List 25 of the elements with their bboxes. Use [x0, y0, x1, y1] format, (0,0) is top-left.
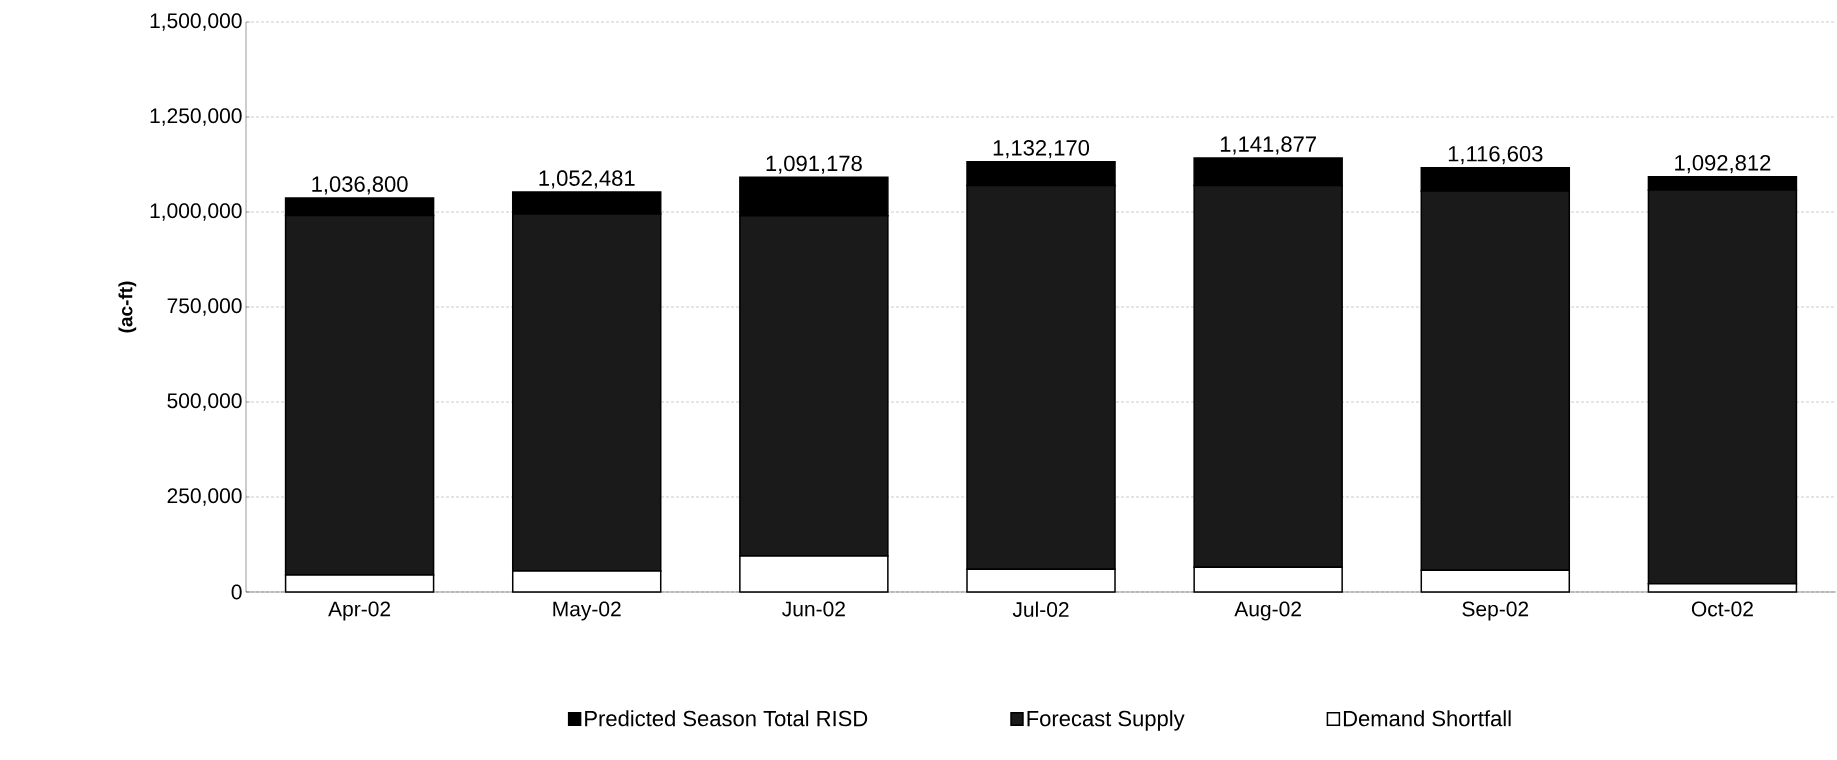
- legend-label: Demand Shortfall: [1343, 710, 1511, 727]
- total-label: 1,036,800: [312, 176, 408, 195]
- total-label: 1,092,812: [1675, 155, 1771, 174]
- y-tick-label: 0: [231, 584, 242, 600]
- y-axis-title: (ac-ft): [118, 281, 137, 333]
- x-tick-label: May-02: [553, 601, 621, 621]
- y-tick-label: 1,000,000: [150, 203, 242, 221]
- y-tick-label: 500,000: [167, 393, 242, 411]
- x-tick-label: Oct-02: [1691, 601, 1753, 617]
- x-tick-label: Apr-02: [328, 601, 391, 621]
- y-tick-label: 1,500,000: [150, 13, 242, 31]
- total-label: 1,132,170: [993, 140, 1090, 159]
- legend-label: Forecast Supply: [1027, 710, 1185, 731]
- x-tick-label: Sep-02: [1462, 601, 1529, 621]
- total-label: 1,052,481: [539, 170, 635, 189]
- y-tick-label: 750,000: [167, 298, 242, 316]
- total-label: 1,091,178: [766, 155, 862, 174]
- legend-label: Predicted Season Total RISD: [585, 710, 868, 727]
- y-tick-label: 250,000: [167, 488, 242, 506]
- total-label: 1,116,603: [1448, 145, 1543, 165]
- total-label: 1,141,877: [1220, 136, 1316, 155]
- x-tick-label: Jun-02: [782, 601, 845, 617]
- x-tick-label: Aug-02: [1234, 601, 1301, 621]
- x-tick-label: Jul-02: [1012, 601, 1069, 617]
- y-tick-label: 1,250,000: [150, 108, 242, 126]
